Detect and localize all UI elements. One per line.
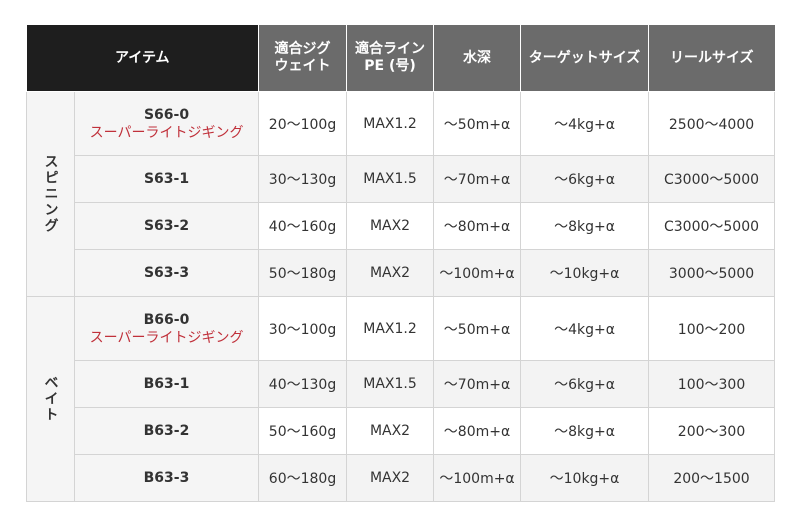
category-cell: スピニング — [26, 91, 75, 297]
table-row: S63-3 50〜180g MAX2 〜100m+α 〜10kg+α 3000〜5000 — [27, 249, 776, 297]
model-cell: S63-2 — [73, 202, 260, 250]
target-cell: 〜6kg+α — [520, 360, 650, 408]
model-cell: B63-1 — [73, 360, 260, 408]
model-name: B66-0 — [143, 311, 190, 328]
reel-cell: 2500〜4000 — [648, 91, 776, 156]
reel-cell: 3000〜5000 — [648, 249, 776, 297]
target-cell: 〜8kg+α — [520, 407, 650, 455]
jig-cell: 40〜160g — [258, 202, 348, 250]
jig-cell: 50〜180g — [258, 249, 348, 297]
column-header: 適合ライン PE (号) — [346, 25, 435, 92]
model-name: B63-2 — [143, 423, 190, 439]
target-cell: 〜4kg+α — [520, 296, 650, 361]
line-cell: MAX1.5 — [346, 360, 435, 408]
depth-cell: 〜100m+α — [433, 454, 522, 502]
jig-cell: 20〜100g — [258, 91, 348, 156]
jig-cell: 40〜130g — [258, 360, 348, 408]
line-cell: MAX1.5 — [346, 155, 435, 203]
model-name: S63-2 — [143, 218, 190, 234]
table-row: B63-2 50〜160g MAX2 〜80m+α 〜8kg+α 200〜300 — [27, 407, 776, 455]
model-cell: B66-0 スーパーライトジギング — [73, 296, 260, 361]
table-row: ベイト B66-0 スーパーライトジギング 30〜100g MAX1.2 〜50m+α 〜4… — [26, 296, 776, 502]
depth-cell: 〜80m+α — [433, 202, 522, 250]
column-header: 適合ジグ ウェイト — [258, 25, 348, 92]
reel-cell: 200〜1500 — [648, 454, 776, 502]
reel-cell: 100〜300 — [648, 360, 776, 408]
model-subtitle: スーパーライトジギング — [89, 124, 244, 141]
target-cell: 〜10kg+α — [520, 249, 650, 297]
target-cell: 〜4kg+α — [520, 91, 650, 156]
depth-cell: 〜50m+α — [433, 91, 522, 156]
depth-cell: 〜80m+α — [433, 407, 522, 455]
depth-cell: 〜70m+α — [433, 155, 522, 203]
spec-table: アイテム 適合ジグ ウェイト 適合ライン PE (号) 水深 ターゲットサイズ リールサイズ … — [26, 25, 776, 502]
table-row: B63-1 40〜130g MAX1.5 〜70m+α 〜6kg+α 100〜300 — [27, 360, 776, 408]
jig-cell: 30〜130g — [258, 155, 348, 203]
line-cell: MAX2 — [346, 249, 435, 297]
model-cell: B63-3 — [73, 454, 260, 502]
column-header: ターゲットサイズ — [520, 25, 650, 92]
depth-cell: 〜70m+α — [433, 360, 522, 408]
model-name: S63-3 — [143, 265, 190, 281]
model-name: S66-0 — [143, 106, 190, 123]
table-row: S63-1 30〜130g MAX1.5 〜70m+α 〜6kg+α C3000〜5000 — [27, 155, 776, 203]
target-cell: 〜8kg+α — [520, 202, 650, 250]
reel-cell: 200〜300 — [648, 407, 776, 455]
model-name: B63-3 — [143, 470, 190, 486]
table-row: スピニング S66-0 スーパーライトジギング 20〜100g MAX1.2 〜50m+α… — [26, 91, 776, 297]
column-header: アイテム — [26, 25, 260, 92]
line-cell: MAX2 — [346, 454, 435, 502]
target-cell: 〜10kg+α — [520, 454, 650, 502]
category-cell: ベイト — [26, 296, 75, 502]
depth-cell: 〜50m+α — [433, 296, 522, 361]
column-header: 水深 — [433, 25, 522, 92]
line-cell: MAX1.2 — [346, 296, 435, 361]
model-cell: S66-0 スーパーライトジギング — [73, 91, 260, 156]
line-cell: MAX2 — [346, 407, 435, 455]
table-row: B63-3 60〜180g MAX2 〜100m+α 〜10kg+α 200〜1500 — [27, 454, 776, 502]
reel-cell: C3000〜5000 — [648, 202, 776, 250]
column-header: リールサイズ — [648, 25, 775, 92]
jig-cell: 60〜180g — [258, 454, 348, 502]
reel-cell: 100〜200 — [648, 296, 776, 361]
line-cell: MAX1.2 — [346, 91, 435, 156]
model-cell: B63-2 — [73, 407, 260, 455]
target-cell: 〜6kg+α — [520, 155, 650, 203]
jig-cell: 30〜100g — [258, 296, 348, 361]
model-name: S63-1 — [143, 171, 190, 187]
table-row: S63-2 40〜160g MAX2 〜80m+α 〜8kg+α C3000〜5000 — [27, 202, 776, 250]
line-cell: MAX2 — [346, 202, 435, 250]
reel-cell: C3000〜5000 — [648, 155, 776, 203]
depth-cell: 〜100m+α — [433, 249, 522, 297]
model-name: B63-1 — [143, 376, 190, 392]
model-cell: S63-1 — [73, 155, 260, 203]
model-subtitle: スーパーライトジギング — [89, 329, 244, 346]
model-cell: S63-3 — [73, 249, 260, 297]
jig-cell: 50〜160g — [258, 407, 348, 455]
